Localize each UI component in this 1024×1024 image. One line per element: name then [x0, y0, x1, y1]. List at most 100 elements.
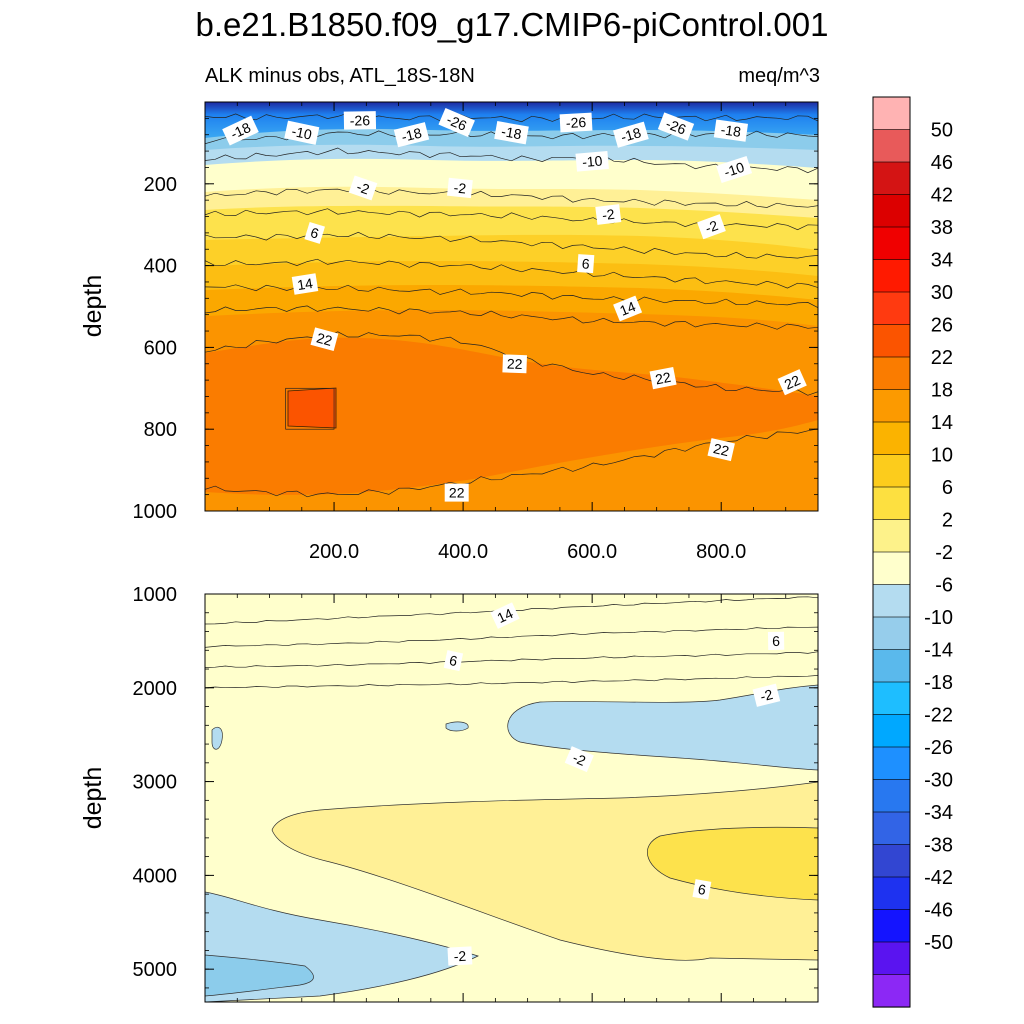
contour-label: -10 [284, 120, 320, 145]
contour-label: -10 [716, 155, 753, 184]
colorbar-swatch [872, 129, 911, 163]
colorbar-label: -2 [935, 542, 953, 564]
contour-label-text: 14 [617, 298, 638, 319]
upper-axes: 200 400 600 800 1000 200.0 400.0 600.0 800.0 [133, 101, 818, 563]
colorbar-label: -18 [924, 672, 953, 694]
contour-label-box [564, 746, 594, 773]
contour-label: 22 [502, 354, 528, 374]
contour-label-box [613, 295, 643, 322]
contour-label: -26 [438, 107, 475, 138]
contour-label: 6 [304, 221, 325, 244]
lower-plot-frame [204, 593, 819, 1003]
fill-m6-pocket [507, 684, 818, 771]
contour-line-10 [205, 258, 818, 289]
x-tick-label: 400.0 [438, 541, 488, 563]
colorbar: 50 46 42 38 34 30 26 22 18 14 10 6 2 -2 -6 -10 -14 -18 -22… [872, 96, 953, 1008]
contour-label-box [657, 112, 695, 141]
contour-label: -2 [697, 214, 726, 240]
colorbar-swatch [872, 486, 911, 521]
contour-label: -2 [595, 204, 622, 225]
lower-y-axis-label: depth [79, 767, 107, 830]
upper-y-axis-label: depth [79, 275, 107, 338]
contour-label-text: 22 [782, 372, 803, 393]
contour-line-2 [205, 675, 818, 689]
contour-label: -18 [494, 121, 529, 145]
contour-label: -26 [343, 111, 377, 130]
contour-label-box [559, 112, 593, 133]
contour-line--2 [205, 187, 818, 208]
contour-label-box [284, 120, 320, 145]
contour-label-box [502, 354, 528, 374]
colorbar-swatch [872, 584, 911, 618]
colorbar-swatch [872, 779, 911, 813]
upper-contour-fill: -18 -10-26-18-26 -18-26-18 -26 -18-10 -10-2 -2… [205, 102, 818, 511]
upper-contour-labels: -18 -10-26-18-26 -18-26-18 -26 -18-10 -10-2 -2… [222, 107, 807, 502]
contour-label-text: -10 [722, 159, 746, 181]
y-tick-label: 200 [144, 174, 177, 196]
colorbar-swatch [872, 714, 911, 748]
contour-label-box [697, 214, 726, 240]
colorbar-swatch [872, 226, 911, 261]
figure-title: b.e21.B1850.f09_g17.CMIP6-piControl.001 [196, 6, 829, 43]
colorbar-swatch [872, 844, 911, 878]
colorbar-swatch [872, 389, 911, 423]
colorbar-frame [872, 96, 911, 1008]
colorbar-swatch [872, 421, 911, 456]
colorbar-label: -38 [924, 835, 953, 857]
contour-label-text: 22 [654, 369, 673, 388]
fill-2-wedge [271, 781, 818, 961]
colorbar-swatch [872, 974, 911, 1008]
colorbar-label: 10 [931, 445, 953, 467]
contour-label-text: 6 [772, 633, 780, 649]
contour-label-box [649, 366, 677, 390]
contour-label-text: -2 [355, 178, 372, 197]
contour-label-text: 6 [448, 652, 459, 669]
contour-label: -26 [657, 112, 695, 141]
contour-label: -2 [447, 946, 473, 966]
contour-label-text: -2 [601, 206, 616, 223]
contour-label-box [613, 121, 649, 148]
colorbar-swatch [872, 291, 911, 326]
contour-label: 22 [310, 327, 339, 351]
contour-label-box [447, 177, 473, 199]
colorbar-swatch [872, 161, 911, 196]
contour-label-box [304, 221, 325, 244]
colorbar-label: -46 [924, 900, 953, 922]
contour-label-text: -10 [290, 123, 313, 143]
contour-label-text: -18 [619, 124, 643, 145]
contour-label-box [494, 121, 529, 145]
colorbar-swatch [872, 194, 911, 228]
colorbar-label: 6 [942, 477, 953, 499]
contour-label-text: 14 [495, 605, 516, 626]
colorbar-swatch [872, 811, 911, 846]
colorbar-label: 2 [942, 510, 953, 532]
lower-panel: 14 6 6 -2 -2 6 -2 1000 2000 3000 4000 5000 depth [79, 584, 819, 1003]
contour-label-box [444, 483, 469, 502]
colorbar-swatch [872, 356, 911, 391]
contour-label: -2 [564, 746, 594, 773]
colorbar-label: -10 [924, 607, 953, 629]
contour-label: -18 [222, 115, 259, 146]
colorbar-swatch [872, 324, 911, 358]
contour-label-box [348, 175, 378, 201]
contour-line-18 [205, 305, 818, 330]
fill-26-patch [287, 387, 337, 429]
contour-label-box [291, 273, 319, 295]
contour-label: 14 [291, 273, 319, 295]
y-tick-label: 4000 [133, 865, 178, 887]
colorbar-label: -26 [924, 737, 953, 759]
colorbar-swatch [872, 616, 911, 651]
contour-label-text: -2 [570, 749, 588, 769]
contour-label-box [716, 155, 753, 184]
contour-line-6 [205, 651, 818, 668]
contour-label-text: -18 [228, 119, 253, 142]
contour-label-box [310, 327, 339, 351]
contour-line--10 [205, 147, 818, 174]
colorbar-label: -34 [924, 802, 953, 824]
contour-label-text: 6 [697, 881, 708, 898]
contour-line-10 [205, 626, 818, 648]
contour-label: 14 [613, 295, 643, 322]
lower-axes: 1000 2000 3000 4000 5000 [133, 584, 818, 1002]
contour-label: -26 [559, 112, 593, 133]
